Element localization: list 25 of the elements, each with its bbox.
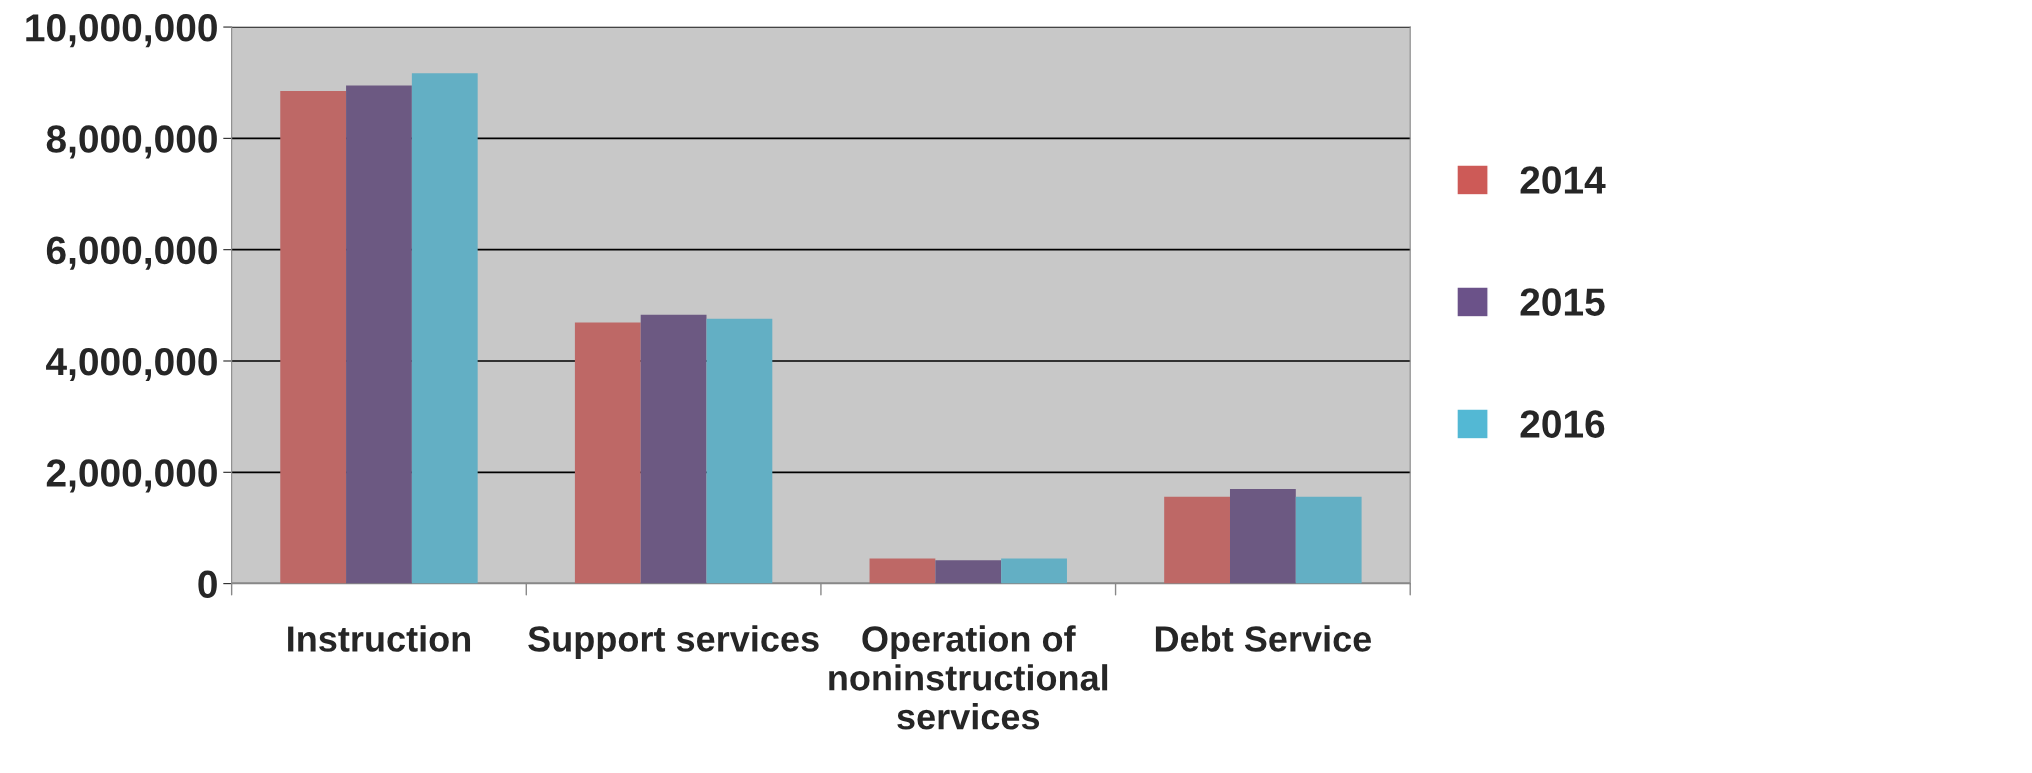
x-tick-label: Operation of noninstructional services	[829, 625, 1108, 730]
legend-label: 2014	[1520, 166, 1606, 194]
bar	[706, 318, 773, 584]
bar	[280, 91, 347, 584]
bar	[869, 558, 936, 584]
bar	[1001, 558, 1067, 584]
bar	[1229, 489, 1296, 584]
bar	[411, 73, 478, 584]
x-tick-label: Instruction	[288, 625, 471, 652]
bar	[574, 322, 641, 584]
bar	[346, 85, 412, 584]
y-tick-label: 6,000,000	[46, 236, 217, 270]
bar	[1295, 496, 1362, 584]
y-tick-label: 4,000,000	[46, 347, 217, 382]
legend-label: 2016	[1520, 410, 1605, 438]
y-tick-label: 8,000,000	[46, 125, 217, 159]
legend-label: 2015	[1520, 288, 1605, 316]
bar	[1164, 496, 1230, 584]
bar	[640, 314, 707, 584]
y-tick-label: 0	[198, 570, 217, 599]
x-tick-label: Support services	[528, 625, 819, 659]
bar	[935, 560, 1002, 584]
x-tick-label: Debt Service	[1155, 625, 1372, 652]
y-tick-label: 2,000,000	[46, 459, 217, 493]
y-tick-label: 10,000,000	[26, 13, 217, 48]
